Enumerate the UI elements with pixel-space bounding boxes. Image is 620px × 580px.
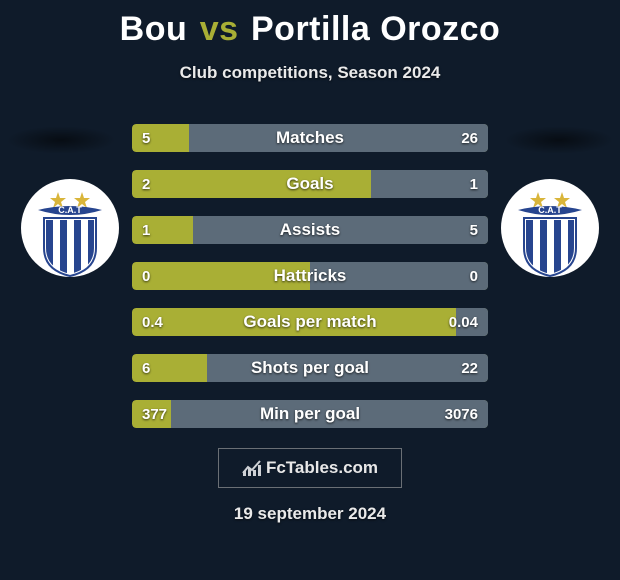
stat-label: Shots per goal [132,354,488,382]
stat-label: Matches [132,124,488,152]
site-logo-text: FcTables.com [266,458,378,478]
stat-label: Assists [132,216,488,244]
stat-bars: 5 26 Matches 2 1 Goals 1 5 Assists 0 0 H… [132,124,488,446]
stat-row: 0.4 0.04 Goals per match [132,308,488,336]
stat-label: Hattricks [132,262,488,290]
player1-name: Bou [120,10,188,48]
svg-text:C.A.T: C.A.T [58,205,82,215]
shadow-right [504,126,614,154]
chart-icon [242,459,262,477]
stat-row: 1 5 Assists [132,216,488,244]
stat-label: Min per goal [132,400,488,428]
svg-text:C.A.T: C.A.T [538,205,562,215]
stat-label: Goals per match [132,308,488,336]
player2-name: Portilla Orozco [251,10,500,48]
shadow-left [6,126,116,154]
site-logo: FcTables.com [218,448,402,488]
stat-row: 5 26 Matches [132,124,488,152]
stat-label: Goals [132,170,488,198]
stat-row: 377 3076 Min per goal [132,400,488,428]
stat-row: 6 22 Shots per goal [132,354,488,382]
vs-separator: vs [200,10,239,48]
title: Bou vs Portilla Orozco [0,0,620,49]
club-crest-left: C.A.T [20,178,120,278]
date: 19 september 2024 [0,504,620,524]
stat-row: 0 0 Hattricks [132,262,488,290]
club-crest-right: C.A.T [500,178,600,278]
stat-row: 2 1 Goals [132,170,488,198]
subtitle: Club competitions, Season 2024 [0,63,620,83]
